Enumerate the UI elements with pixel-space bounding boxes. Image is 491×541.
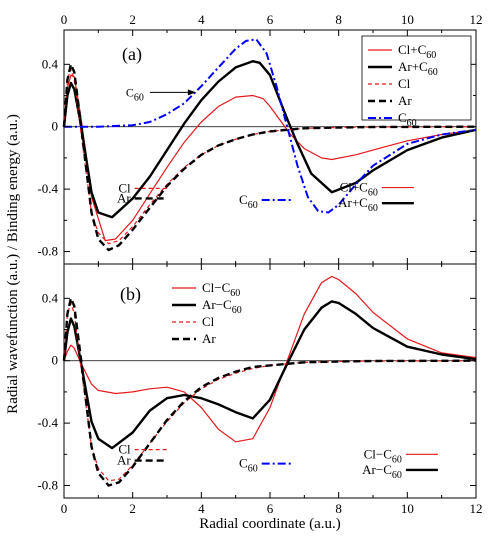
y-tick-label: -0.4: [37, 181, 58, 196]
x-tick-label: 4: [198, 501, 205, 516]
x-tick-label: 12: [470, 501, 483, 516]
y-axis-title: Radial wavefunction (a.u.) / Binding ene…: [5, 114, 21, 414]
x-tick-label-top: 8: [335, 12, 342, 27]
panel-label: (b): [120, 284, 141, 305]
y-tick-label: 0.4: [42, 290, 59, 305]
y-tick-label: -0.8: [37, 244, 58, 259]
series-c60: [64, 38, 477, 214]
arrow-head: [187, 89, 196, 96]
y-tick-label: -0.8: [37, 478, 58, 493]
y-tick-label: 0: [52, 119, 59, 134]
x-tick-label: 8: [335, 501, 342, 516]
bottom-legend-label: C60: [239, 192, 258, 211]
legend-entry: Cl: [202, 314, 215, 329]
bottom-legend-label: Ar: [117, 190, 131, 205]
bottom-legend-label: Cl−C60: [364, 446, 402, 465]
y-tick-label: -0.4: [37, 415, 58, 430]
bottom-legend-label: Ar+C60: [338, 195, 378, 214]
c60-arrow-label: C60: [126, 85, 144, 103]
series-ar: [62, 63, 477, 252]
series-cl-c60: [63, 275, 477, 443]
panel-a: 0 2 4 6 8 10 120.40-0.4-0.8(a) Cl+C60Ar+C60ClAr…: [37, 12, 483, 265]
bottom-legend-label: Ar: [117, 453, 131, 468]
legend-entry: Cl+C60: [398, 42, 436, 61]
panel-b: 0 2 4 6 8 10 120.40-0.4-0.8(b) Cl−C60Ar−C60ClAr…: [37, 263, 483, 516]
x-tick-label-top: 12: [470, 12, 483, 27]
y-tick-label: 0.4: [42, 56, 59, 71]
bottom-legend-label: Ar−C60: [362, 462, 402, 481]
panel-label: (a): [122, 44, 142, 65]
series-ar-c60: [62, 300, 477, 450]
bottom-legend-label: Cl+C60: [340, 180, 378, 199]
x-tick-label: 2: [129, 501, 136, 516]
legend-entry: Ar+C60: [398, 59, 438, 78]
legend-entry: Ar−C60: [202, 297, 242, 316]
legend-entry: Ar: [398, 93, 412, 108]
bottom-legend-label: Cl: [118, 180, 131, 195]
x-tick-label-top: 0: [61, 12, 68, 27]
x-tick-label-top: 4: [198, 12, 205, 27]
series-ar: [62, 297, 477, 487]
x-tick-label: 10: [401, 501, 414, 516]
bottom-legend-label: C60: [239, 456, 258, 475]
x-tick-label-top: 6: [267, 12, 274, 27]
y-tick-label: 0: [52, 353, 59, 368]
bottom-legend-label: Cl: [118, 442, 131, 457]
legend-entry: Cl: [398, 76, 411, 91]
legend-entry: C60: [398, 110, 417, 129]
x-tick-label-top: 10: [401, 12, 414, 27]
x-tick-label: 6: [267, 501, 274, 516]
x-tick-label: 0: [61, 501, 68, 516]
legend-entry: Ar: [202, 331, 216, 346]
legend-entry: Cl−C60: [202, 280, 240, 299]
x-axis-title: Radial coordinate (a.u.): [199, 516, 341, 532]
x-tick-label-top: 2: [129, 12, 136, 27]
